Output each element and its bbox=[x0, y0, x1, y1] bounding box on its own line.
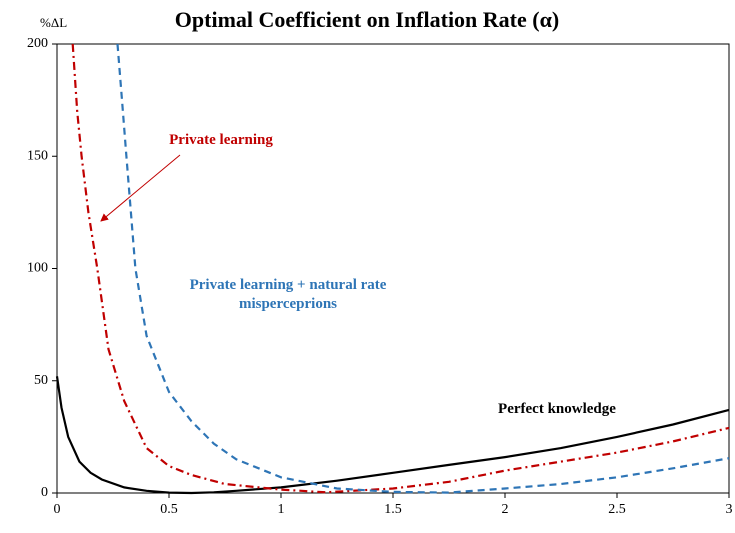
series-label: Perfect knowledge bbox=[498, 401, 616, 417]
chart-title: Optimal Coefficient on Inflation Rate (α… bbox=[175, 7, 559, 32]
x-tick-label: 0 bbox=[54, 502, 61, 517]
series-line bbox=[116, 43, 730, 494]
y-tick-label: 50 bbox=[34, 373, 48, 388]
y-tick-label: 100 bbox=[27, 261, 48, 276]
y-tick-label: 0 bbox=[41, 485, 48, 500]
series-label: Private learning bbox=[169, 132, 273, 148]
y-tick-label: 150 bbox=[27, 148, 48, 163]
y-tick-label: 200 bbox=[27, 36, 48, 51]
plot-frame bbox=[56, 43, 730, 494]
series-line bbox=[71, 43, 730, 494]
x-tick-label: 1.5 bbox=[384, 502, 402, 517]
x-tick-label: 2 bbox=[502, 502, 509, 517]
series-line bbox=[55, 376, 730, 495]
annotation-arrow bbox=[100, 154, 181, 222]
x-tick-label: 3 bbox=[726, 502, 733, 517]
y-axis-label: %ΔL bbox=[40, 15, 67, 30]
x-tick-label: 1 bbox=[278, 502, 285, 517]
x-tick-label: 0.5 bbox=[160, 502, 178, 517]
x-tick-label: 2.5 bbox=[608, 502, 626, 517]
series-label: Private learning + natural rate misperce… bbox=[189, 277, 387, 312]
